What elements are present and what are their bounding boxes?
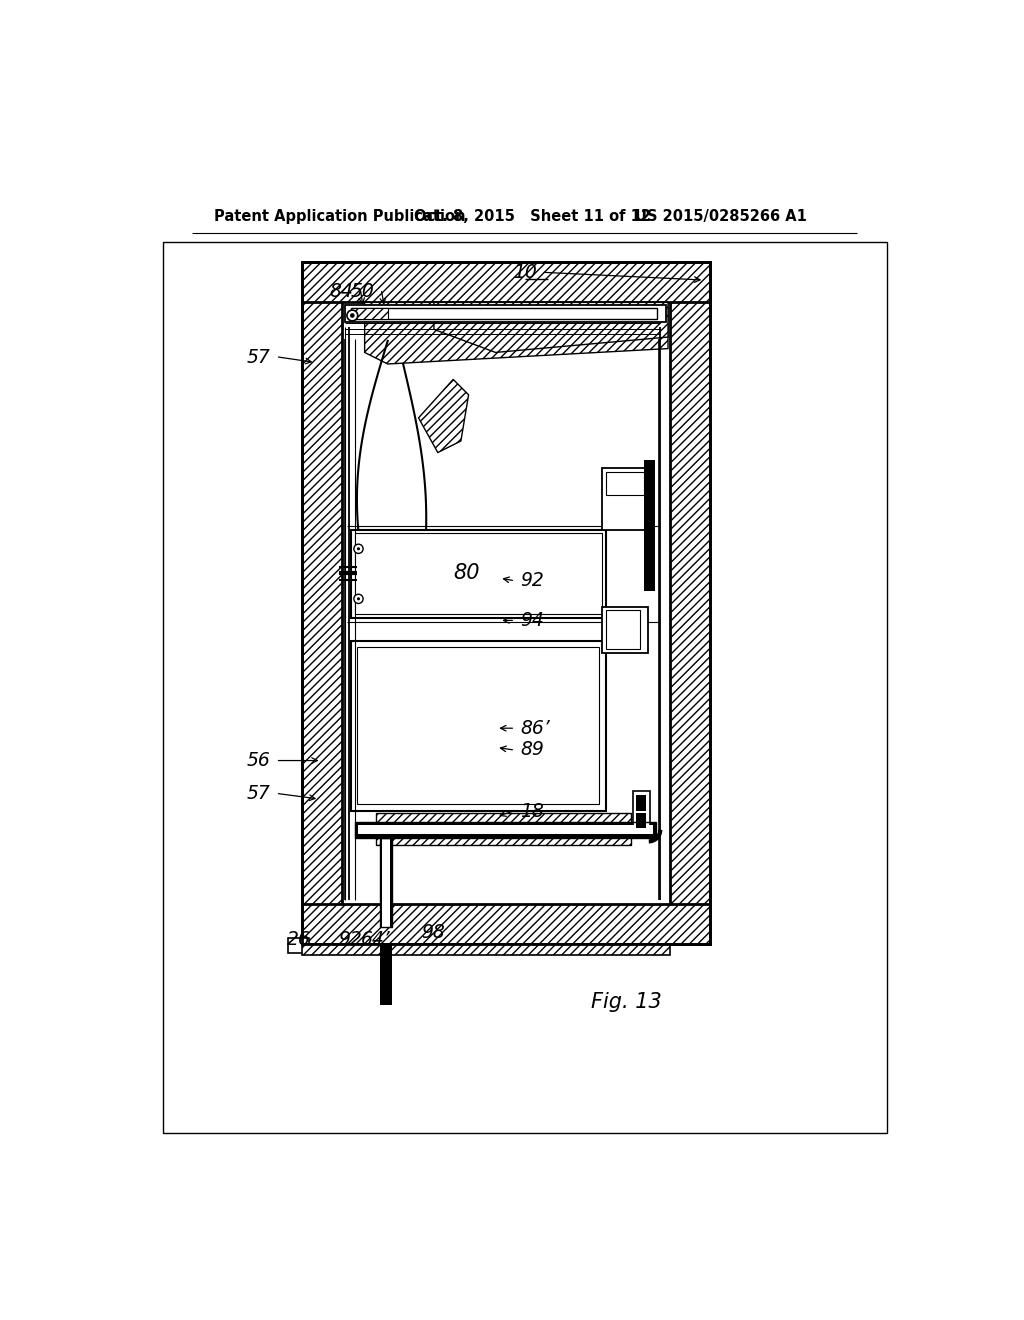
Bar — [382, 837, 390, 927]
Text: 57: 57 — [247, 784, 270, 803]
Bar — [301, 944, 670, 956]
Text: 64’: 64’ — [360, 931, 390, 949]
Bar — [357, 647, 599, 804]
Circle shape — [354, 594, 364, 603]
Text: 89: 89 — [520, 741, 544, 759]
Bar — [163, 242, 887, 1133]
Text: US 2015/0285266 A1: US 2015/0285266 A1 — [635, 209, 807, 223]
Bar — [380, 837, 392, 927]
Circle shape — [354, 544, 364, 553]
Bar — [351, 529, 605, 618]
Bar — [602, 607, 648, 653]
Text: Fig. 13: Fig. 13 — [591, 991, 662, 1011]
Bar — [644, 461, 655, 591]
Bar — [380, 944, 392, 1006]
Bar — [354, 533, 602, 614]
Text: 92: 92 — [520, 570, 544, 590]
Bar — [634, 792, 650, 834]
Bar — [605, 471, 644, 495]
Bar — [355, 822, 656, 837]
Polygon shape — [376, 813, 631, 845]
Circle shape — [350, 313, 354, 318]
Bar — [301, 904, 710, 944]
Text: 18: 18 — [520, 801, 544, 821]
Text: 50: 50 — [350, 282, 374, 301]
Bar — [355, 822, 656, 837]
Bar — [602, 469, 648, 529]
Text: 80: 80 — [453, 564, 479, 583]
Text: 10: 10 — [513, 263, 537, 282]
Polygon shape — [365, 302, 668, 364]
Bar — [301, 263, 710, 302]
Bar — [342, 302, 670, 904]
Circle shape — [357, 597, 360, 601]
Bar — [380, 837, 392, 927]
Polygon shape — [351, 308, 388, 318]
Text: 86’: 86’ — [520, 718, 550, 738]
Bar — [636, 813, 646, 829]
Bar — [345, 305, 666, 322]
Text: Patent Application Publication: Patent Application Publication — [214, 209, 465, 223]
Bar — [351, 642, 605, 810]
Bar — [351, 308, 657, 318]
Polygon shape — [434, 302, 668, 352]
Text: 26: 26 — [287, 931, 310, 949]
Bar — [288, 937, 309, 953]
Bar — [301, 263, 710, 944]
Bar — [301, 263, 342, 944]
Text: 92: 92 — [338, 931, 361, 949]
Text: 56: 56 — [247, 751, 270, 770]
Text: Oct. 8, 2015   Sheet 11 of 12: Oct. 8, 2015 Sheet 11 of 12 — [414, 209, 651, 223]
Text: 84: 84 — [330, 282, 353, 301]
Bar — [636, 795, 646, 810]
Bar — [670, 263, 710, 944]
Polygon shape — [419, 379, 469, 453]
Text: 98: 98 — [421, 923, 445, 941]
Text: 94: 94 — [520, 611, 544, 630]
Circle shape — [357, 548, 360, 550]
Bar — [605, 610, 640, 649]
Text: 57: 57 — [247, 347, 270, 367]
Circle shape — [347, 310, 357, 321]
Bar — [358, 825, 653, 834]
